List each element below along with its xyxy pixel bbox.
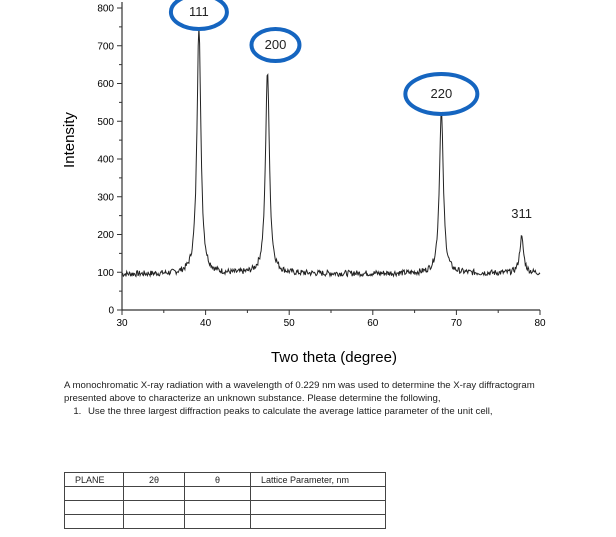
table-cell[interactable] — [123, 514, 185, 529]
col-2theta-header: 2θ — [123, 472, 185, 487]
y-axis-label: Intensity — [61, 112, 78, 168]
annotation-circle-111 — [168, 0, 229, 31]
question-intro: A monochromatic X-ray radiation with a w… — [64, 380, 535, 405]
annotation-circle-220 — [403, 72, 480, 116]
peak-label-200: 200 — [265, 37, 287, 52]
table-cell[interactable] — [250, 500, 386, 515]
xrd-series-line — [121, 27, 541, 278]
table-cell[interactable] — [64, 486, 124, 501]
x-tick-label: 50 — [284, 318, 296, 329]
question-item: Use the three largest diffraction peaks … — [84, 405, 554, 418]
y-tick-label: 200 — [97, 230, 114, 241]
question-block: A monochromatic X-ray radiation with a w… — [64, 379, 554, 419]
x-tick-label: 80 — [534, 318, 546, 329]
table-cell[interactable] — [184, 514, 251, 529]
peak-label-311: 311 — [511, 206, 532, 221]
x-tick-label: 40 — [200, 318, 212, 329]
x-tick-label: 30 — [116, 318, 128, 329]
y-tick-label: 0 — [108, 306, 114, 317]
x-tick-label: 70 — [451, 318, 463, 329]
peak-label-group: 311 — [511, 206, 532, 221]
peak-label-group: 111 — [168, 0, 229, 31]
table-cell[interactable] — [123, 486, 185, 501]
col-plane-header: PLANE — [64, 472, 124, 487]
col-theta-header: θ — [184, 472, 251, 487]
peak-label-group: 200 — [249, 27, 302, 63]
table-cell[interactable] — [64, 514, 124, 529]
answer-table: PLANE 2θ θ Lattice Parameter, nm — [64, 472, 386, 529]
y-tick-label: 400 — [97, 155, 114, 166]
table-cell[interactable] — [64, 500, 124, 515]
peak-label-111: 111 — [189, 4, 209, 19]
table-row — [64, 486, 386, 501]
table-cell[interactable] — [184, 500, 251, 515]
y-tick-label: 600 — [97, 79, 114, 90]
x-tick-label: 60 — [367, 318, 379, 329]
question-list: Use the three largest diffraction peaks … — [64, 405, 554, 418]
table-cell[interactable] — [123, 500, 185, 515]
peak-label-group: 220 — [403, 72, 480, 116]
table-row — [64, 500, 386, 515]
x-axis-label: Two theta (degree) — [271, 349, 397, 366]
y-tick-label: 700 — [97, 41, 114, 52]
col-lattice-header: Lattice Parameter, nm — [250, 472, 386, 487]
y-tick-label: 100 — [97, 268, 114, 279]
y-tick-label: 300 — [97, 192, 114, 203]
table-cell[interactable] — [250, 486, 386, 501]
annotation-circle-200 — [249, 27, 302, 63]
y-tick-label: 500 — [97, 117, 114, 128]
table-header-row: PLANE 2θ θ Lattice Parameter, nm — [64, 472, 386, 487]
table-cell[interactable] — [250, 514, 386, 529]
peak-label-220: 220 — [431, 86, 453, 101]
table-row — [64, 514, 386, 529]
xrd-chart: 0 100 200 300 400 500 600 700 800 30 40 50 60 70 80 11… — [61, 0, 546, 366]
table-cell[interactable] — [184, 486, 251, 501]
y-tick-label: 800 — [97, 4, 114, 15]
